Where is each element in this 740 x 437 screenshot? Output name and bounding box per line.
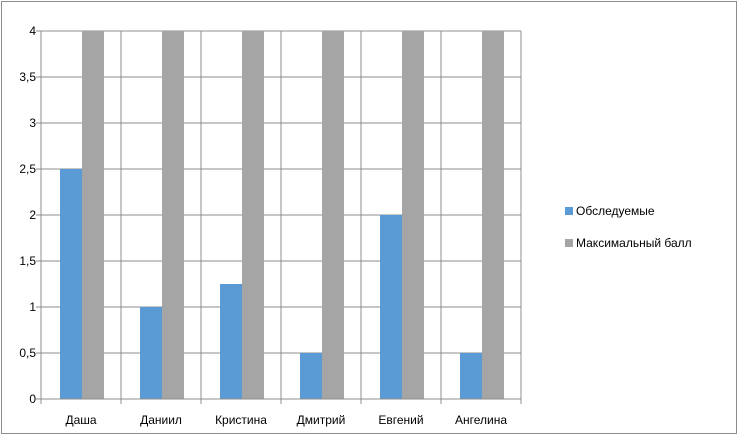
bar-max-4 xyxy=(322,31,344,399)
bar-obsleduemye-6 xyxy=(460,353,482,399)
legend-item-series-2: Максимальный балл xyxy=(565,235,692,251)
y-tick-label: 0 xyxy=(29,392,36,406)
y-tick-label: 3 xyxy=(29,116,36,130)
x-category-label: Ангелина xyxy=(455,413,507,427)
y-tick-label: 3,5 xyxy=(19,70,36,84)
legend-label-series-1: Обследуемые xyxy=(576,204,655,218)
bar-obsleduemye-4 xyxy=(300,353,322,399)
y-tick-label: 2 xyxy=(29,208,36,222)
bar-max-5 xyxy=(402,31,424,399)
y-tick-label: 2,5 xyxy=(19,162,36,176)
bar-max-1 xyxy=(82,31,104,399)
y-tick-label: 0,5 xyxy=(19,346,36,360)
legend: Обследуемые Максимальный балл xyxy=(565,203,692,267)
y-tick-label: 1 xyxy=(29,300,36,314)
x-category-label: Даниил xyxy=(140,413,182,427)
x-category-label: Евгений xyxy=(378,413,423,427)
bar-obsleduemye-5 xyxy=(380,215,402,399)
x-category-labels: Даша Даниил Кристина Дмитрий Евгений Ангелина xyxy=(65,413,507,427)
category-dividers xyxy=(40,31,522,404)
legend-label-series-2: Максимальный балл xyxy=(576,236,692,250)
bar-max-2 xyxy=(162,31,184,399)
y-tick-label: 4 xyxy=(29,24,36,38)
axes xyxy=(40,31,521,400)
bars xyxy=(60,31,504,399)
bar-obsleduemye-1 xyxy=(60,169,82,399)
x-category-label: Дмитрий xyxy=(297,413,346,427)
legend-item-series-1: Обследуемые xyxy=(565,203,692,219)
x-category-label: Даша xyxy=(65,413,96,427)
y-tick-labels: 0 0,5 1 1,5 2 2,5 3 3,5 4 xyxy=(19,24,36,406)
legend-swatch-series-2 xyxy=(565,239,573,247)
bar-max-6 xyxy=(482,31,504,399)
y-tick-label: 1,5 xyxy=(19,254,36,268)
x-category-label: Кристина xyxy=(215,413,267,427)
bar-obsleduemye-2 xyxy=(140,307,162,399)
bar-obsleduemye-3 xyxy=(220,284,242,399)
legend-swatch-series-1 xyxy=(565,207,573,215)
y-gridlines xyxy=(36,30,521,400)
bar-max-3 xyxy=(242,31,264,399)
